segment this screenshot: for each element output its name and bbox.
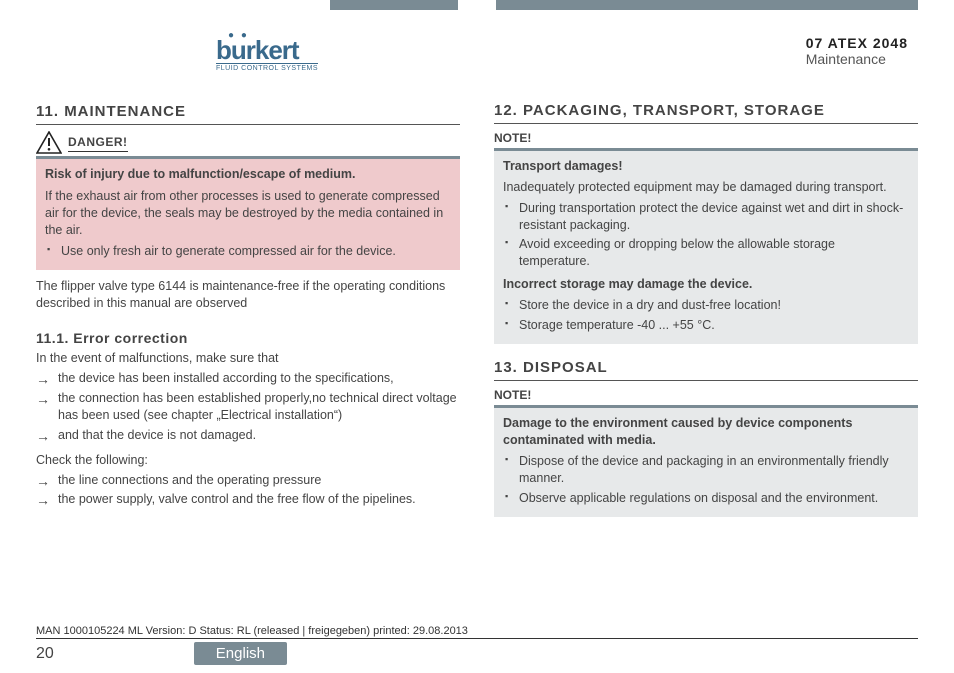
disposal-list: Dispose of the device and packaging in a… [503, 453, 909, 507]
check-item: the power supply, valve control and the … [36, 491, 460, 508]
error-item: and that the device is not damaged. [36, 427, 460, 444]
error-intro: In the event of malfunctions, make sure … [36, 350, 460, 367]
danger-box: Risk of injury due to malfunction/escape… [36, 156, 460, 269]
content-columns: 11. MAINTENANCE DANGER! Risk of injury d… [36, 102, 918, 517]
logo-tagline: FLUID CONTROL SYSTEMS [216, 63, 318, 72]
maintenance-free-paragraph: The flipper valve type 6144 is maintenan… [36, 278, 460, 312]
note-label-1: NOTE! [494, 130, 918, 146]
brand-logo: ● ● burkert FLUID CONTROL SYSTEMS [216, 30, 318, 72]
logo-wordmark: burkert [216, 37, 299, 63]
note-label-2: NOTE! [494, 387, 918, 403]
transport-item: During transportation protect the device… [519, 200, 909, 234]
section-11-1-heading: 11.1. Error correction [36, 329, 460, 348]
header-accent-bar-right [496, 0, 918, 10]
section-11-heading: 11. MAINTENANCE [36, 102, 460, 125]
page-header: ● ● burkert FLUID CONTROL SYSTEMS 07 ATE… [36, 18, 918, 84]
left-column: 11. MAINTENANCE DANGER! Risk of injury d… [36, 102, 460, 517]
warning-triangle-icon [36, 131, 62, 154]
footer-meta-line: MAN 1000105224 ML Version: D Status: RL … [36, 625, 918, 639]
transport-body: Inadequately protected equipment may be … [503, 179, 909, 196]
error-item: the device has been installed according … [36, 370, 460, 387]
section-12-heading: 12. PACKAGING, TRANSPORT, STORAGE [494, 102, 918, 124]
header-doc-info: 07 ATEX 2048 Maintenance [806, 35, 908, 67]
check-following-label: Check the following: [36, 452, 460, 469]
storage-item: Storage temperature -40 ... +55 °C. [519, 317, 909, 334]
transport-item: Avoid exceeding or dropping below the al… [519, 236, 909, 270]
page-number: 20 [36, 645, 54, 663]
error-checklist: the device has been installed according … [36, 370, 460, 444]
manual-page: ● ● burkert FLUID CONTROL SYSTEMS 07 ATE… [0, 0, 954, 673]
danger-list: Use only fresh air to generate compresse… [45, 243, 451, 260]
storage-item: Store the device in a dry and dust-free … [519, 297, 909, 314]
disposal-item: Dispose of the device and packaging in a… [519, 453, 909, 487]
danger-header-row: DANGER! [36, 131, 460, 154]
right-column: 12. PACKAGING, TRANSPORT, STORAGE NOTE! … [494, 102, 918, 517]
section-13-heading: 13. DISPOSAL [494, 358, 918, 381]
transport-list: During transportation protect the device… [503, 200, 909, 271]
note-box-disposal: Damage to the environment caused by devi… [494, 405, 918, 516]
storage-head: Incorrect storage may damage the device. [503, 276, 909, 293]
danger-item: Use only fresh air to generate compresse… [61, 243, 451, 260]
doc-number: 07 ATEX 2048 [806, 35, 908, 51]
error-item: the connection has been established prop… [36, 390, 460, 424]
note-box-transport: Transport damages! Inadequately protecte… [494, 148, 918, 344]
danger-head: Risk of injury due to malfunction/escape… [45, 166, 451, 183]
transport-damages-head: Transport damages! [503, 158, 909, 175]
disposal-head: Damage to the environment caused by devi… [503, 415, 909, 449]
footer-bar: 20 English [36, 642, 287, 665]
check-item: the line connections and the operating p… [36, 472, 460, 489]
header-accent-bar-left [330, 0, 458, 10]
storage-list: Store the device in a dry and dust-free … [503, 297, 909, 334]
danger-label: DANGER! [68, 134, 128, 152]
doc-section: Maintenance [806, 51, 908, 67]
check-list: the line connections and the operating p… [36, 472, 460, 509]
disposal-item: Observe applicable regulations on dispos… [519, 490, 909, 507]
language-chip: English [194, 642, 287, 665]
danger-body: If the exhaust air from other processes … [45, 188, 451, 239]
